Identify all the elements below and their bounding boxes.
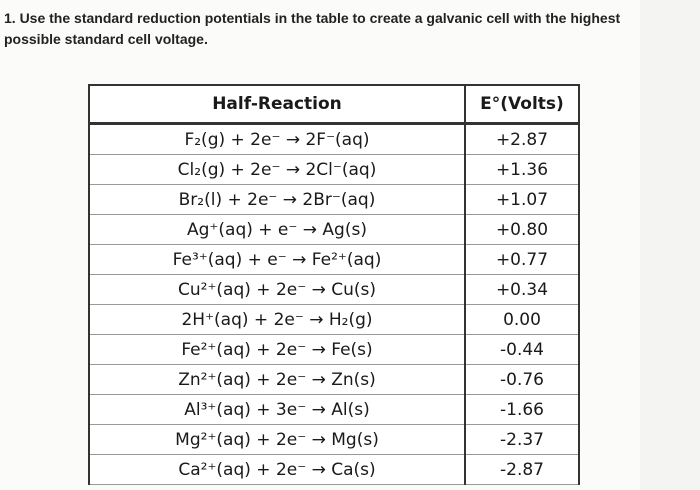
header-cell: Half-Reaction [88, 84, 466, 125]
potential: +1.07 [464, 184, 580, 215]
half-reaction: 2H⁺(aq) + 2e⁻ → H₂(g) [88, 304, 466, 335]
half-reaction: Ca²⁺(aq) + 2e⁻ → Ca(s) [88, 454, 466, 485]
half-reaction: Fe³⁺(aq) + e⁻ → Fe²⁺(aq) [88, 244, 466, 275]
table-row: F₂(g) + 2e⁻ → 2F⁻(aq) +2.87 [88, 123, 580, 155]
table-row: Mg²⁺(aq) + 2e⁻ → Mg(s) -2.37 [88, 424, 580, 455]
potential: +0.34 [464, 274, 580, 305]
table-row: Cu²⁺(aq) + 2e⁻ → Cu(s) +0.34 [88, 274, 580, 305]
table-row: Ag⁺(aq) + e⁻ → Ag(s) +0.80 [88, 214, 580, 245]
half-reaction: Fe²⁺(aq) + 2e⁻ → Fe(s) [88, 334, 466, 365]
question: 1. Use the standard reduction potentials… [4, 8, 696, 50]
half-reaction: Zn²⁺(aq) + 2e⁻ → Zn(s) [88, 364, 466, 395]
potential: 0.00 [464, 304, 580, 335]
half-reaction: F₂(g) + 2e⁻ → 2F⁻(aq) [88, 123, 466, 155]
half-reaction: Al³⁺(aq) + 3e⁻ → Al(s) [88, 394, 466, 425]
potential: +0.77 [464, 244, 580, 275]
potential-table: Half-Reaction E°(Volts) F₂(g) + 2e⁻ → 2F… [88, 84, 580, 485]
potential: +1.36 [464, 154, 580, 185]
table-row: Fe²⁺(aq) + 2e⁻ → Fe(s) -0.44 [88, 334, 580, 365]
potential: -1.66 [464, 394, 580, 425]
half-reaction: Mg²⁺(aq) + 2e⁻ → Mg(s) [88, 424, 466, 455]
half-reaction: Cl₂(g) + 2e⁻ → 2Cl⁻(aq) [88, 154, 466, 185]
table-row: Br₂(l) + 2e⁻ → 2Br⁻(aq) +1.07 [88, 184, 580, 215]
question-line: possible standard cell voltage. [4, 31, 208, 47]
half-reaction: Cu²⁺(aq) + 2e⁻ → Cu(s) [88, 274, 466, 305]
table-row: Fe³⁺(aq) + e⁻ → Fe²⁺(aq) +0.77 [88, 244, 580, 275]
potential: +0.80 [464, 214, 580, 245]
potential: -2.87 [464, 454, 580, 485]
header-cell: E°(Volts) [464, 84, 580, 125]
table-row: Ca²⁺(aq) + 2e⁻ → Ca(s) -2.87 [88, 454, 580, 485]
header-row: Half-Reaction E°(Volts) [88, 84, 580, 125]
table-row: Al³⁺(aq) + 3e⁻ → Al(s) -1.66 [88, 394, 580, 425]
table-row: Zn²⁺(aq) + 2e⁻ → Zn(s) -0.76 [88, 364, 580, 395]
table-row: Cl₂(g) + 2e⁻ → 2Cl⁻(aq) +1.36 [88, 154, 580, 185]
half-reaction: Br₂(l) + 2e⁻ → 2Br⁻(aq) [88, 184, 466, 215]
half-reaction: Ag⁺(aq) + e⁻ → Ag(s) [88, 214, 466, 245]
potential: +2.87 [464, 123, 580, 155]
potential: -0.76 [464, 364, 580, 395]
table-row: 2H⁺(aq) + 2e⁻ → H₂(g) 0.00 [88, 304, 580, 335]
question-line: 1. Use the standard reduction potentials… [4, 10, 621, 26]
potential: -0.44 [464, 334, 580, 365]
potential: -2.37 [464, 424, 580, 455]
